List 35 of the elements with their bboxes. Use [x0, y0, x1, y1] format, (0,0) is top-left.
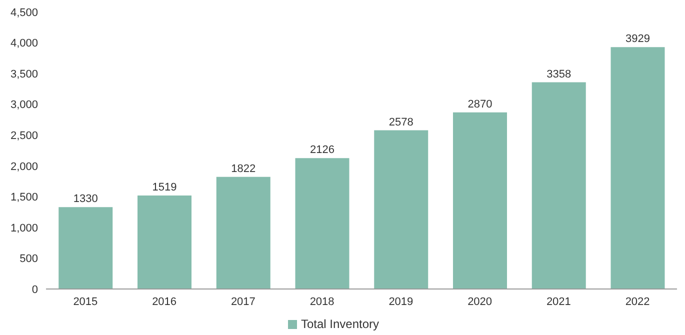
y-tick-label: 2,500	[10, 130, 38, 142]
data-label: 2578	[388, 116, 414, 128]
y-tick-label: 500	[20, 253, 38, 266]
bar	[58, 207, 113, 289]
bar	[295, 158, 350, 289]
data-label: 1330	[73, 193, 98, 206]
x-tick-label: 2017	[230, 296, 256, 308]
y-tick-label: 1,500	[10, 192, 38, 204]
x-tick-label: 2016	[152, 296, 177, 308]
bar	[216, 176, 270, 289]
y-tick-label: 3,500	[10, 68, 38, 80]
bar	[532, 82, 586, 289]
y-tick-label: 4,000	[10, 38, 38, 50]
bar	[610, 47, 665, 289]
x-tick-label: 2018	[310, 296, 334, 308]
x-tick-label: 2019	[388, 296, 414, 308]
x-tick-label: 2022	[625, 296, 650, 308]
x-tick-label: 2021	[546, 296, 571, 308]
data-label: 3358	[546, 68, 572, 80]
x-tick-label: 2015	[73, 296, 98, 308]
legend-label: Total Inventory	[300, 317, 380, 331]
data-label: 2870	[468, 98, 492, 110]
data-label: 3929	[626, 33, 650, 46]
y-tick-label: 0	[32, 284, 38, 296]
x-tick-label: 2020	[468, 296, 492, 308]
data-label: 1519	[152, 181, 177, 194]
y-tick-label: 2,000	[10, 160, 38, 173]
data-label: 2126	[310, 144, 334, 156]
bar	[452, 112, 507, 289]
y-tick-label: 4,500	[10, 6, 38, 19]
data-label: 1822	[231, 162, 256, 175]
bar	[374, 130, 428, 289]
y-tick-label: 3,000	[10, 99, 38, 112]
y-tick-label: 1,000	[10, 222, 38, 234]
bar	[137, 195, 192, 289]
